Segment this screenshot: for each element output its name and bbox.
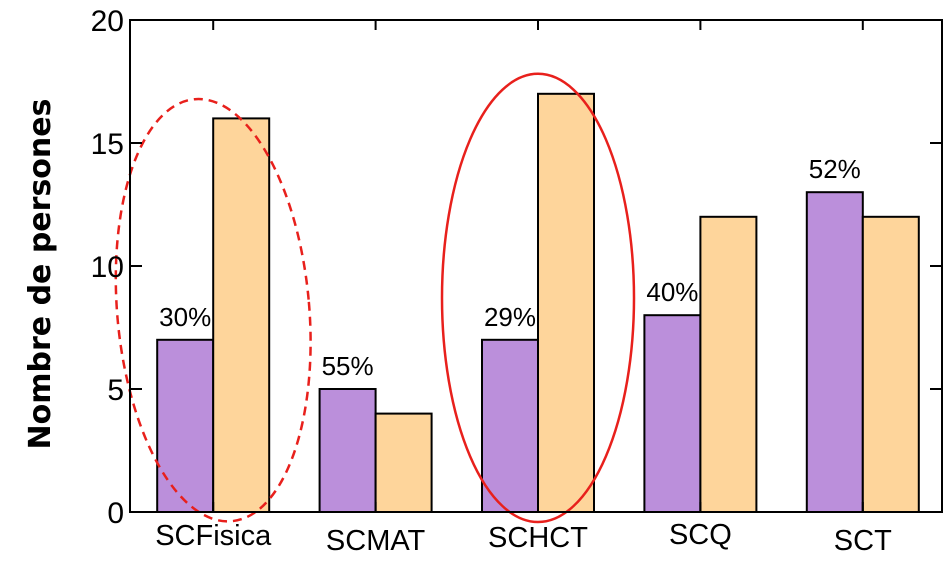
y-tick-labels: 0 5 10 15 20 bbox=[91, 5, 124, 530]
category-label-scfisica: SCFisica bbox=[155, 520, 272, 552]
category-labels: SCFisica SCMAT SCHCT SCQ SCT bbox=[155, 519, 892, 557]
bars-layer bbox=[156, 92, 920, 514]
y-tick-label-5: 5 bbox=[107, 374, 124, 407]
highlight-ellipse-schct bbox=[440, 72, 636, 524]
bar-scmat-series-1 bbox=[318, 388, 377, 513]
category-label-scq: SCQ bbox=[669, 519, 732, 551]
y-tick-label-10: 10 bbox=[91, 251, 124, 284]
bar-scq-series-1 bbox=[643, 314, 702, 514]
bar-sct-series-2 bbox=[861, 215, 920, 514]
ticks-layer bbox=[130, 20, 942, 512]
y-tick-label-20: 20 bbox=[91, 5, 124, 38]
data-label-schct: 29% bbox=[484, 302, 536, 332]
highlights-layer bbox=[114, 72, 636, 524]
data-label-sct: 52% bbox=[809, 154, 861, 184]
data-label-scfisica: 30% bbox=[159, 302, 211, 332]
data-label-scq: 40% bbox=[646, 277, 698, 307]
data-labels-layer: 30% 55% 29% 40% 52% bbox=[159, 154, 861, 381]
category-label-schct: SCHCT bbox=[488, 522, 588, 554]
bar-scmat-series-2 bbox=[374, 412, 433, 514]
bar-sct-series-1 bbox=[805, 191, 864, 513]
y-tick-label-15: 15 bbox=[91, 128, 124, 161]
bar-schct-series-1 bbox=[481, 338, 539, 513]
data-label-scmat: 55% bbox=[322, 351, 374, 381]
category-label-sct: SCT bbox=[834, 525, 892, 557]
bar-scfisica-series-2 bbox=[212, 117, 271, 514]
y-axis-title: Nombre de persones bbox=[23, 99, 58, 450]
bar-schct-series-2 bbox=[537, 92, 595, 514]
bar-scfisica-series-1 bbox=[156, 338, 215, 513]
bar-scq-series-2 bbox=[699, 215, 758, 514]
y-tick-label-0: 0 bbox=[107, 497, 124, 530]
highlight-ellipse-scfisica bbox=[114, 97, 312, 523]
category-label-scmat: SCMAT bbox=[326, 525, 426, 557]
